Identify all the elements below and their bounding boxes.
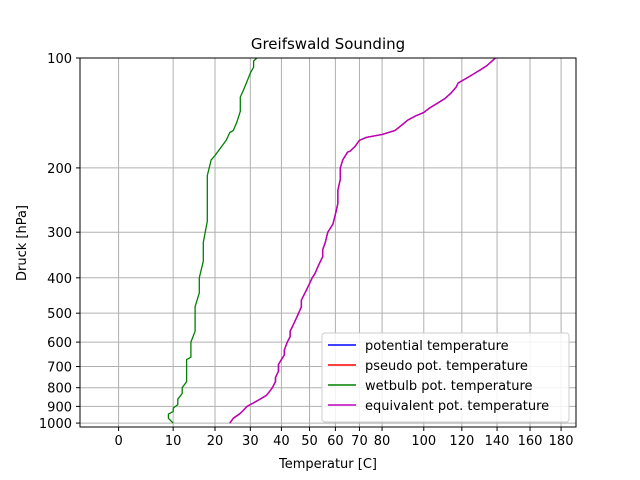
axis-ticks: 0 10 20 30 40 50 60 70 80 100 120 140 160 180 100 200 30…	[39, 52, 574, 449]
x-tick-label: 20	[207, 434, 224, 449]
y-axis-label: Druck [hPa]	[15, 205, 30, 281]
x-tick-label: 180	[549, 434, 574, 449]
plot-frame	[79, 57, 577, 428]
y-tick-label: 300	[47, 226, 72, 241]
x-tick-label: 60	[327, 434, 344, 449]
y-tick-label: 700	[47, 361, 72, 376]
legend-box	[321, 332, 570, 423]
x-tick-label: 50	[301, 434, 318, 449]
legend-entry-label: wetbulb pot. temperature	[365, 379, 533, 394]
x-tick-label: 30	[242, 434, 259, 449]
legend: potential temperature pseudo pot. tempera…	[321, 332, 570, 423]
y-tick-label: 900	[47, 400, 72, 415]
y-tick-label: 200	[47, 162, 72, 177]
y-tick-label: 600	[47, 336, 72, 351]
x-tick-label: 100	[411, 434, 436, 449]
y-tick-label: 100	[47, 52, 72, 67]
x-tick-label: 10	[165, 434, 182, 449]
x-tick-label: 80	[374, 434, 391, 449]
x-tick-label: 70	[351, 434, 368, 449]
y-tick-label: 500	[47, 307, 72, 322]
legend-entry-label: equivalent pot. temperature	[365, 399, 549, 414]
x-tick-label: 40	[273, 434, 290, 449]
x-tick-label: 120	[449, 434, 474, 449]
y-tick-label: 1000	[39, 417, 72, 432]
series-line-wetbulb-pot-temperature	[167, 57, 258, 424]
y-tick-label: 400	[47, 272, 72, 287]
x-tick-label: 140	[485, 434, 510, 449]
y-tick-label: 800	[47, 382, 72, 397]
x-tick-label: 160	[518, 434, 543, 449]
x-tick-label: 0	[114, 434, 122, 449]
x-axis-label: Temperatur [C]	[278, 457, 377, 472]
chart-title: Greifswald Sounding	[251, 35, 405, 53]
legend-entry-label: pseudo pot. temperature	[365, 359, 528, 374]
series-line-equivalent-pot-temperature	[229, 57, 496, 424]
series-lines	[167, 57, 496, 424]
legend-entry-label: potential temperature	[365, 339, 509, 354]
